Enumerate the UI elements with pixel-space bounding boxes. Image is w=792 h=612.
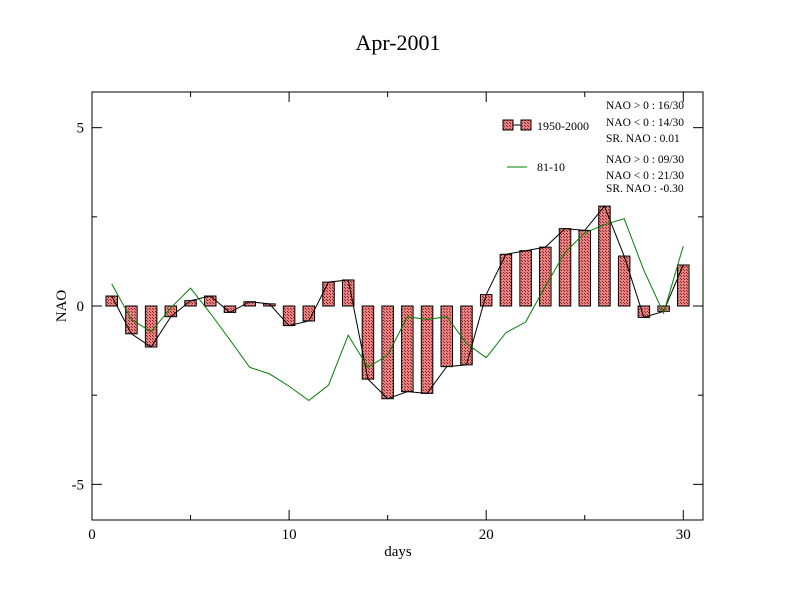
bar <box>361 305 375 380</box>
y-axis-label: NAO <box>54 290 70 323</box>
bar <box>677 264 690 307</box>
bar <box>401 305 414 393</box>
stats-block: NAO > 0 : 16/30 NAO < 0 : 14/30 SR. NAO … <box>606 100 684 195</box>
bar <box>598 205 611 307</box>
bar <box>558 228 572 307</box>
stats-bars-pos: NAO > 0 : 16/30 <box>606 100 684 112</box>
bar <box>617 255 631 307</box>
bar <box>519 250 532 307</box>
legend-label-line: 81-10 <box>537 160 565 174</box>
chart-title: Apr-2001 <box>355 30 440 55</box>
bar <box>440 305 454 368</box>
bar <box>578 229 591 307</box>
bar <box>282 305 296 327</box>
stats-line-neg: NAO < 0 : 21/30 <box>606 170 684 182</box>
x-tick-label: 0 <box>88 527 96 543</box>
chart-axes: 0 10 20 30 5 0 -5 <box>72 92 703 543</box>
legend-swatch-bars <box>502 119 514 131</box>
bar <box>539 246 552 307</box>
bar <box>204 295 217 307</box>
legend: 1950-2000 81-10 <box>502 119 589 174</box>
legend-swatch-bars-2 <box>520 119 532 131</box>
x-axis-label: days <box>384 544 412 560</box>
y-tick-label: 0 <box>77 299 85 315</box>
legend-label-bars: 1950-2000 <box>537 119 589 133</box>
bar <box>460 305 473 366</box>
series-line-green <box>111 218 684 402</box>
chart-marks <box>105 205 690 402</box>
x-tick-label: 30 <box>676 527 691 543</box>
bar <box>381 305 394 400</box>
stats-bars-neg: NAO < 0 : 14/30 <box>606 117 684 129</box>
y-tick-label: -5 <box>72 477 85 493</box>
x-tick-label: 20 <box>479 527 494 543</box>
stats-bars-sr: SR. NAO : 0.01 <box>606 133 680 145</box>
x-tick-label: 10 <box>282 527 297 543</box>
series-line-bars <box>111 205 684 400</box>
stats-line-sr: SR. NAO : -0.30 <box>606 183 684 195</box>
stats-line-pos: NAO > 0 : 09/30 <box>606 154 684 166</box>
y-tick-label: 5 <box>77 121 85 137</box>
bar <box>322 281 335 307</box>
